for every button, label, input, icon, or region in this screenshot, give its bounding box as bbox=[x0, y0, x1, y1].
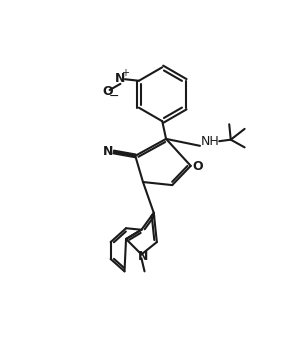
Text: +: + bbox=[121, 68, 129, 78]
Text: −: − bbox=[109, 90, 120, 103]
Text: O: O bbox=[103, 85, 113, 98]
Text: N: N bbox=[138, 250, 148, 263]
Text: N: N bbox=[103, 146, 113, 158]
Text: O: O bbox=[192, 160, 203, 173]
Text: N: N bbox=[115, 72, 126, 85]
Text: NH: NH bbox=[201, 135, 219, 148]
